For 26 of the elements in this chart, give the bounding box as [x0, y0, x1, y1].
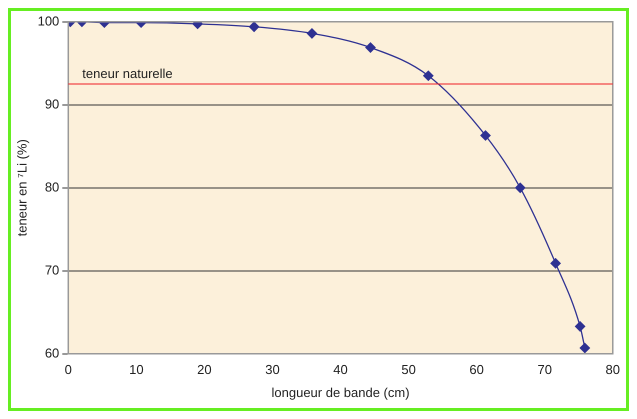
point	[365, 42, 376, 53]
point	[574, 321, 586, 332]
point	[515, 182, 526, 193]
x-tick-label: 10	[129, 362, 144, 378]
x-tick-label: 20	[197, 362, 212, 378]
y-tick-label: 80	[44, 179, 60, 194]
x-tick-label: 70	[537, 362, 552, 378]
point	[480, 130, 491, 141]
ref-line-label: teneur naturelle	[82, 66, 173, 82]
x-tick-label: 30	[265, 362, 280, 378]
point	[580, 342, 590, 354]
point	[550, 258, 561, 268]
x-axis-title: longueur de bande (cm)	[272, 384, 410, 400]
x-tick-label: 60	[469, 362, 484, 378]
point	[306, 28, 318, 39]
point	[423, 70, 434, 81]
y-axis-title: teneur en ⁷Li (%)	[14, 139, 30, 236]
y-tick-label: 60	[44, 345, 60, 360]
x-tick-label: 40	[333, 362, 348, 378]
x-tick-label: 50	[401, 362, 416, 378]
x-tick-label: 0	[64, 362, 72, 378]
y-tick-label: 90	[44, 96, 60, 112]
y-tick-label: 70	[44, 262, 60, 278]
y-tick-label: 100	[38, 13, 60, 28]
point	[248, 22, 260, 32]
x-tick-label: 80	[606, 362, 620, 378]
